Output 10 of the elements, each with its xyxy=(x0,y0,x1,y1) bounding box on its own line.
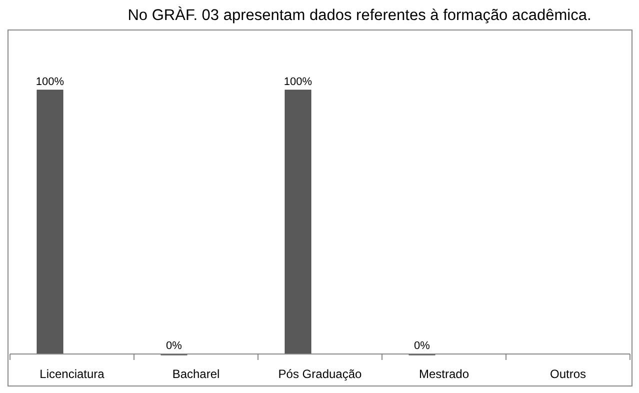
data-label: 0% xyxy=(166,340,182,352)
x-tick-label: Licenciatura xyxy=(40,367,105,381)
x-tick-label: Bacharel xyxy=(172,367,220,381)
data-label: 100% xyxy=(36,76,64,88)
x-tick-label: Pós Graduação xyxy=(278,367,362,381)
x-tick-label: Outros xyxy=(550,367,586,381)
chart-title: No GRÀF. 03 apresentam dados referentes à formação acadêmica. xyxy=(128,6,592,24)
data-label: 100% xyxy=(284,76,312,88)
data-label: 0% xyxy=(414,340,430,352)
x-tick-label: Mestrado xyxy=(418,367,470,381)
